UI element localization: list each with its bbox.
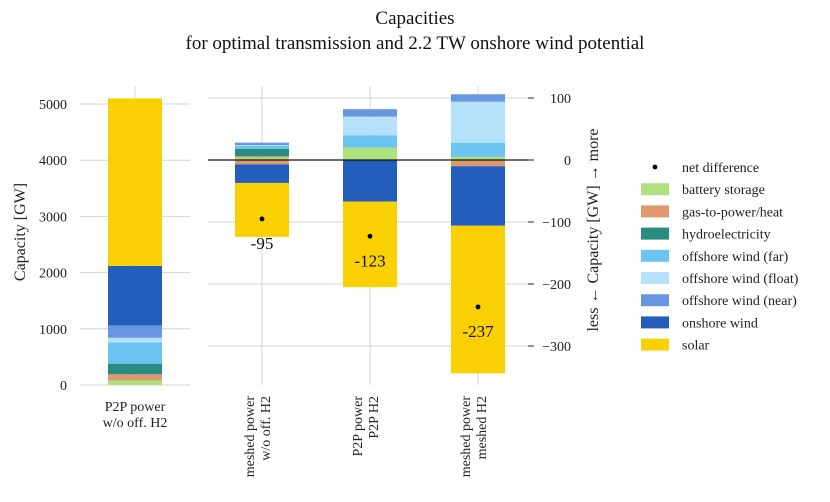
net-difference-label: -95 [251,234,274,253]
bar-segment-offshore-wind-float [235,145,289,146]
right-y-axis-label: less ← Capacity [GW] → more [585,128,602,331]
bar-segment-offshore-wind-near [235,142,289,146]
bar-segment-offshore-wind-far [343,135,397,148]
legend-swatch-solar [641,338,669,351]
bar-segment-gas-to-power-heat [235,156,289,158]
right-y-tick-label: −100 [542,216,571,231]
legend-label-net-difference: net difference [682,161,759,176]
bar-segment-onshore-wind [343,160,397,202]
bar-segment-hydroelectricity [235,148,289,157]
bar-segment-battery-storage [451,156,505,160]
right-category-label: meshed power [243,396,258,478]
legend-label-battery-storage: battery storage [682,183,765,198]
legend-label-offshore-wind-near: offshore wind (near) [682,294,797,309]
chart-title: Capacities [375,8,455,29]
legend-swatch-battery-storage [641,183,669,196]
left-y-tick-label: 3000 [39,210,67,225]
bar-segment-onshore-wind [235,164,289,183]
left-y-tick-label: 2000 [39,267,67,282]
legend-swatch-offshore-wind-far [641,249,669,262]
legend-swatch-onshore-wind [641,316,669,329]
net-difference-marker [475,304,481,310]
left-y-tick-label: 5000 [39,98,67,113]
left-y-tick-label: 0 [60,379,67,394]
legend-swatch-gas-to-power-heat [641,205,669,218]
bar-segment-battery-storage [343,147,397,160]
right-y-tick-label: −300 [542,340,571,355]
legend-label-offshore-wind-far: offshore wind (far) [682,250,789,265]
left-bar-segment-hydroelectricity [108,363,162,375]
right-y-tick-label: 100 [550,92,571,107]
bar-segment-solar [235,182,289,237]
bar-segment-offshore-wind-float [343,116,397,136]
right-category-label: meshed power [459,396,474,478]
left-bar-segment-onshore-wind [108,265,162,326]
left-bar-segment-gas-to-power-heat [108,374,162,381]
left-category-label: P2P power [105,400,166,415]
bar-segment-offshore-wind-near [343,109,397,117]
bar-segment-onshore-wind [451,166,505,226]
legend-swatch-offshore-wind-float [641,272,669,284]
left-category-label: w/o off. H2 [103,416,168,431]
right-category-label: w/o off. H2 [259,396,274,461]
left-y-axis-label: Capacity [GW] [12,183,29,281]
bar-segment-solar [451,225,505,374]
legend-swatch-hydroelectricity [641,227,669,240]
legend-swatch-offshore-wind-near [641,294,669,307]
legend-marker-net-difference [652,164,658,170]
right-category-label: meshed H2 [475,396,490,459]
bar-segment-offshore-wind-far [235,145,289,149]
left-bar-segment-offshore-wind-far [108,342,162,364]
left-bar-segment-solar [108,98,162,266]
right-category-label: P2P power [351,396,366,457]
bar-segment-offshore-wind-float [451,101,505,143]
left-bar-segment-battery-storage [108,380,162,385]
left-bar-segment-offshore-wind-near [108,325,162,338]
chart-subtitle: for optimal transmission and 2.2 TW onsh… [185,33,645,54]
left-bar-segment-offshore-wind-float [108,337,162,343]
right-y-tick-label: −200 [542,278,571,293]
left-y-tick-label: 1000 [39,323,67,338]
bar-segment-offshore-wind-far [451,142,505,157]
bar-segment-offshore-wind-near [451,94,505,102]
bar-segment-gas-to-power-heat [451,160,505,167]
net-difference-label: -237 [462,322,494,341]
net-difference-marker [259,216,265,222]
bar-segment-battery-storage [235,157,289,160]
bar-segment-solar [343,201,397,288]
net-difference-marker [367,233,373,239]
right-y-tick-label: 0 [564,154,571,169]
legend-label-gas-to-power-heat: gas-to-power/heat [682,205,783,220]
net-difference-label: -123 [354,251,385,270]
legend-label-solar: solar [682,339,710,354]
legend-label-offshore-wind-float: offshore wind (float) [682,272,799,287]
left-y-tick-label: 4000 [39,154,67,169]
legend-label-onshore-wind: onshore wind [682,316,758,331]
right-category-label: P2P H2 [367,396,382,439]
legend-label-hydroelectricity: hydroelectricity [682,228,771,243]
bar-segment-gas-to-power-heat [235,160,289,165]
